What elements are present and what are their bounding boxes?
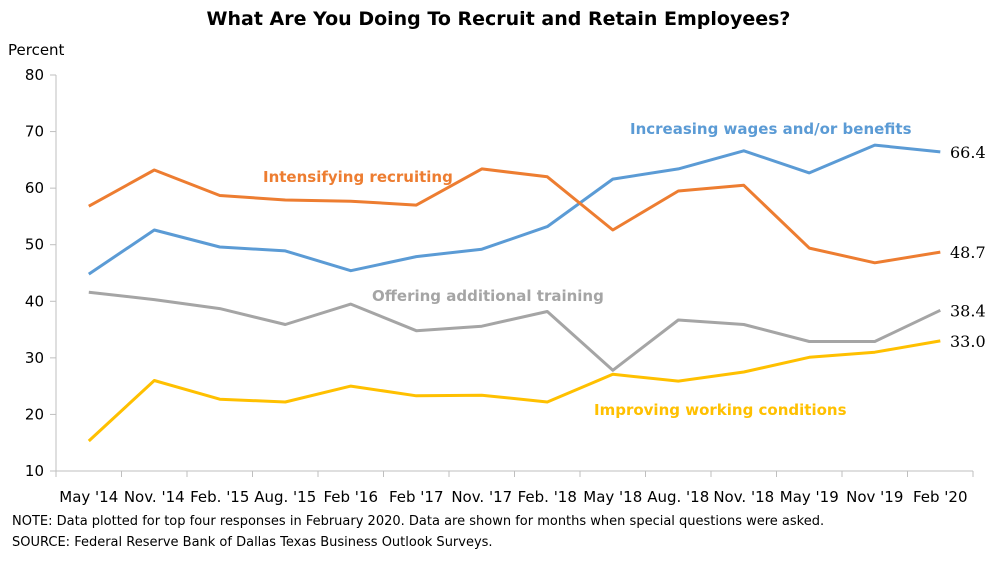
series-line-0 [87, 143, 941, 276]
series-name-label-3: Improving working conditions [594, 401, 847, 419]
end-value-label-0: 66.4 [950, 143, 986, 162]
x-tick-label: Nov. '14 [124, 488, 185, 506]
x-tick-label: Feb. '18 [518, 488, 577, 506]
series-line-1 [88, 167, 941, 265]
x-tick-label: Feb '20 [913, 488, 968, 506]
y-tick-label: 50 [25, 236, 44, 254]
x-tick-label: Feb. '15 [190, 488, 249, 506]
series-name-label-0: Increasing wages and/or benefits [630, 120, 912, 138]
line-chart: 10 20 30 40 50 60 70 80 Percent May '14 Nov. '14 F… [8, 41, 986, 506]
end-value-label-1: 48.7 [950, 243, 986, 262]
chart-title: What Are You Doing To Recruit and Retain… [206, 8, 791, 30]
chart-source: SOURCE: Federal Reserve Bank of Dallas T… [12, 535, 493, 550]
chart-note: NOTE: Data plotted for top four response… [12, 514, 825, 529]
series-labels: Increasing wages and/or benefits Intensif… [263, 120, 986, 419]
y-tick-label: 80 [25, 66, 44, 84]
series-name-label-1: Intensifying recruiting [263, 168, 453, 186]
series-line-3 [87, 339, 941, 443]
x-tick-label: Aug. '18 [647, 488, 709, 506]
y-tick-label: 60 [25, 179, 44, 197]
y-tick-label: 30 [25, 349, 44, 367]
end-value-label-3: 33.0 [950, 332, 986, 351]
x-tick-label: Nov. '17 [451, 488, 512, 506]
series-line-2 [88, 290, 941, 372]
y-tick-label: 20 [25, 405, 44, 423]
y-tick-label: 10 [25, 462, 44, 480]
x-axis: May '14 Nov. '14 Feb. '15 Aug. '15 Feb '16 Fe… [55, 470, 974, 506]
x-tick-label: May '14 [59, 488, 118, 506]
end-value-label-2: 38.4 [950, 301, 986, 320]
x-tick-label: Aug. '15 [254, 488, 316, 506]
y-tick-label: 40 [25, 292, 44, 310]
x-tick-label: Feb '16 [323, 488, 378, 506]
x-tick-label: May '19 [780, 488, 839, 506]
x-tick-label: May '18 [583, 488, 642, 506]
y-axis-label: Percent [8, 41, 65, 59]
x-tick-label: Feb '17 [389, 488, 444, 506]
series-lines [87, 143, 941, 443]
x-tick-label: Nov. '18 [713, 488, 774, 506]
x-tick-label: Nov '19 [846, 488, 903, 506]
series-name-label-2: Offering additional training [372, 287, 604, 305]
y-axis: 10 20 30 40 50 60 70 80 Percent [8, 41, 65, 480]
y-tick-label: 70 [25, 123, 44, 141]
